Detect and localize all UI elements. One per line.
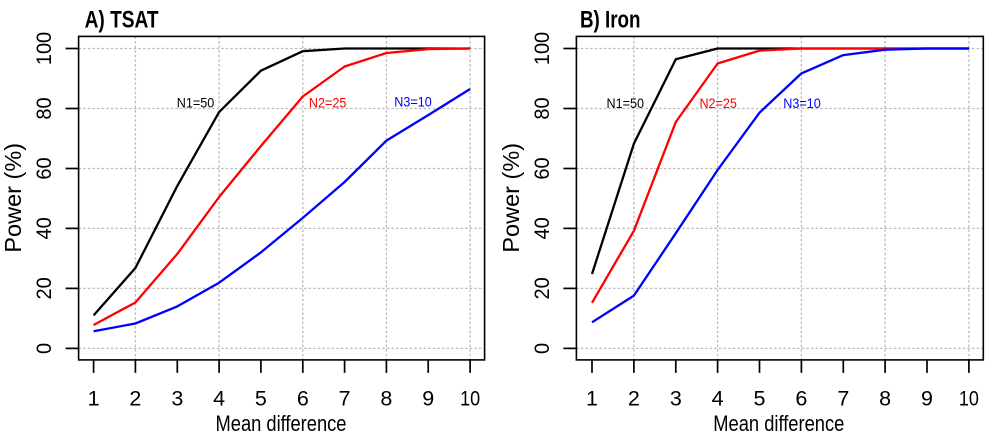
svg-text:10: 10 — [460, 387, 480, 411]
svg-text:9: 9 — [422, 387, 434, 411]
svg-text:8: 8 — [879, 387, 891, 411]
svg-text:6: 6 — [297, 387, 309, 411]
svg-text:3: 3 — [670, 387, 682, 411]
svg-text:N3=10: N3=10 — [783, 96, 821, 111]
svg-text:1: 1 — [586, 387, 598, 411]
svg-text:N2=25: N2=25 — [309, 96, 347, 111]
svg-text:60: 60 — [530, 157, 554, 179]
svg-text:N1=50: N1=50 — [607, 96, 645, 111]
svg-text:100: 100 — [530, 32, 554, 65]
svg-text:40: 40 — [530, 217, 554, 239]
svg-text:Power (%): Power (%) — [498, 143, 524, 253]
svg-text:6: 6 — [795, 387, 807, 411]
svg-text:B) Iron: B) Iron — [580, 7, 641, 34]
svg-text:0: 0 — [530, 343, 554, 354]
svg-text:5: 5 — [255, 387, 267, 411]
svg-text:0: 0 — [32, 343, 56, 354]
svg-text:10: 10 — [959, 387, 979, 411]
svg-text:2: 2 — [129, 387, 141, 411]
svg-text:9: 9 — [921, 387, 933, 411]
svg-text:N3=10: N3=10 — [394, 95, 432, 110]
svg-text:Mean difference: Mean difference — [216, 411, 347, 436]
svg-text:40: 40 — [32, 217, 56, 239]
svg-text:20: 20 — [530, 277, 554, 299]
svg-text:80: 80 — [530, 97, 554, 119]
svg-text:80: 80 — [32, 97, 56, 119]
svg-text:N1=50: N1=50 — [177, 96, 215, 111]
svg-text:60: 60 — [32, 157, 56, 179]
svg-text:N2=25: N2=25 — [699, 96, 737, 111]
svg-text:A) TSAT: A) TSAT — [85, 7, 159, 34]
svg-text:5: 5 — [754, 387, 766, 411]
svg-text:Mean difference: Mean difference — [713, 411, 844, 436]
svg-text:4: 4 — [712, 387, 724, 411]
svg-text:1: 1 — [88, 387, 100, 411]
svg-text:3: 3 — [171, 387, 183, 411]
svg-text:8: 8 — [380, 387, 392, 411]
svg-text:Power (%): Power (%) — [0, 143, 26, 253]
svg-text:4: 4 — [213, 387, 225, 411]
svg-text:2: 2 — [628, 387, 640, 411]
svg-text:20: 20 — [32, 277, 56, 299]
svg-text:7: 7 — [339, 387, 351, 411]
svg-text:7: 7 — [837, 387, 849, 411]
svg-text:100: 100 — [32, 32, 56, 65]
